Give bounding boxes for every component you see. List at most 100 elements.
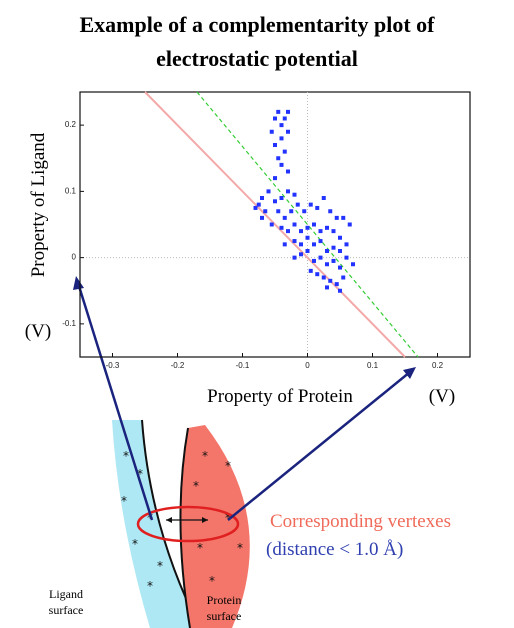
y-tick-label: 0.2 (65, 120, 77, 129)
x-tick-label: 0.2 (432, 361, 444, 370)
x-tick-label: -0.2 (171, 361, 185, 370)
scatter-point (338, 265, 342, 270)
scatter-point (302, 209, 307, 214)
scatter-point (282, 116, 287, 121)
scatter-point (325, 249, 329, 253)
reference-line (196, 91, 419, 358)
scatter-point (292, 239, 297, 244)
ligand-label: surface (49, 603, 84, 617)
svg-text:*: * (209, 574, 215, 588)
svg-text:*: * (147, 511, 153, 525)
link-arrow (76, 282, 154, 521)
scatter-point (282, 242, 287, 247)
scatter-point (338, 249, 342, 253)
ligand-label: Ligand (49, 587, 83, 601)
scatter-point (299, 242, 303, 247)
scatter-point (334, 215, 339, 220)
scatter-point (279, 225, 284, 230)
scatter-point (273, 116, 277, 121)
svg-text:*: * (137, 467, 143, 481)
scatter-point (351, 262, 355, 267)
svg-text:*: * (157, 559, 163, 573)
protein-label: surface (207, 609, 242, 623)
scatter-point (269, 129, 274, 134)
svg-text:*: * (193, 479, 199, 493)
scatter-point (325, 285, 329, 290)
scatter-point (286, 169, 290, 174)
scatter-point (312, 242, 316, 247)
scatter-point (266, 189, 271, 194)
title-line: electrostatic potential (156, 46, 358, 71)
scatter-point (295, 202, 300, 207)
scatter-point (292, 192, 297, 197)
scatter-point (318, 239, 323, 244)
scatter-point (289, 209, 294, 214)
scatter-point (279, 196, 284, 200)
x-tick-label: -0.1 (236, 361, 250, 370)
protein-label: Protein (207, 593, 242, 607)
scatter-point (292, 222, 297, 227)
x-axis-unit: (V) (429, 386, 455, 407)
scatter-point (321, 275, 326, 280)
scatter-point (331, 245, 336, 250)
scatter-point (286, 189, 290, 194)
scatter-point (341, 215, 346, 220)
scatter-point (282, 215, 287, 220)
arrow-head (73, 276, 84, 290)
y-tick-label: 0.1 (65, 186, 77, 195)
scatter-point (273, 143, 277, 147)
svg-text:*: * (197, 541, 203, 555)
scatter-point (276, 209, 281, 214)
scatter-point (308, 202, 313, 207)
vertices: * * * * * * * * * * * * * * (121, 449, 243, 593)
scatter-point (315, 272, 320, 277)
pair-ellipse (136, 505, 240, 543)
x-tick-label: 0 (305, 361, 310, 370)
scatter-point (273, 199, 277, 204)
scatter-point (305, 235, 310, 240)
x-tick-label: 0.1 (367, 361, 379, 370)
scatter-point (292, 255, 297, 260)
scatter-point (325, 225, 329, 230)
svg-text:*: * (132, 537, 138, 551)
scatter-point (299, 229, 303, 234)
reference-line (144, 91, 406, 358)
scatter-point (321, 196, 326, 200)
plot-frame (79, 91, 471, 358)
scatter-point (344, 255, 349, 260)
scatter-point (338, 235, 342, 240)
scatter-point (256, 202, 261, 207)
scatter-point (273, 176, 277, 181)
x-axis-label: Property of Protein (207, 386, 353, 407)
scatter-point (282, 149, 287, 154)
svg-text:*: * (121, 494, 127, 508)
scatter-point (312, 258, 316, 263)
svg-text:*: * (225, 511, 231, 525)
scatter-point (286, 109, 290, 114)
y-axis-unit: (V) (25, 321, 51, 342)
scatter-point (318, 229, 323, 234)
scatter-point (305, 225, 310, 230)
protein-edge (179, 427, 191, 628)
scatter-point (328, 278, 333, 283)
scatter-point (318, 255, 323, 260)
scatter-point (269, 222, 274, 227)
scatter-point (299, 252, 303, 257)
link-arrow (227, 371, 411, 521)
scatter-point (315, 205, 320, 210)
scatter-point (279, 123, 284, 128)
title-line: Example of a complementarity plot of (80, 12, 436, 37)
scatter-point (347, 222, 352, 227)
svg-text:*: * (237, 541, 243, 555)
corresponding-label: Corresponding vertexes (270, 511, 451, 532)
svg-text:*: * (225, 459, 231, 473)
scatter-point (312, 222, 316, 227)
scatter-point (305, 249, 310, 253)
scatter-point (286, 229, 290, 234)
y-tick-label: 0 (72, 253, 77, 262)
scatter-point (308, 268, 313, 273)
scatter-point (279, 136, 284, 141)
scatter-point (341, 275, 346, 280)
diagram: * * * * * * * * * * * * * * Corresponding vertexes… (49, 276, 451, 628)
